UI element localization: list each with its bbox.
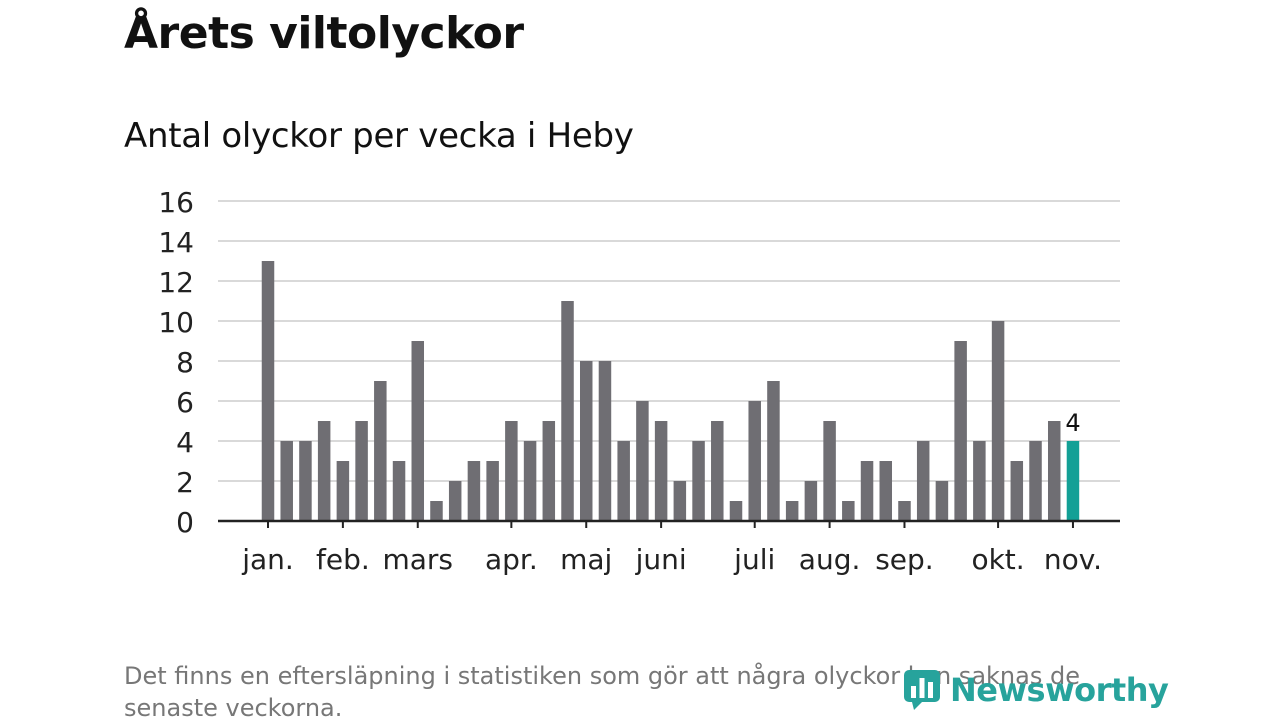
bar <box>879 461 893 521</box>
bar <box>711 421 724 521</box>
chart-title: Årets viltolyckor <box>124 8 524 59</box>
x-tick-label: aug. <box>799 543 861 576</box>
bar <box>374 381 387 521</box>
bar <box>299 441 312 521</box>
bar <box>748 401 761 521</box>
x-tick-label: juli <box>733 543 775 576</box>
bar <box>561 301 574 521</box>
bar <box>505 421 518 521</box>
bar <box>430 501 443 521</box>
bar <box>916 441 930 521</box>
bar <box>336 461 350 521</box>
bar <box>673 481 687 521</box>
bar <box>729 501 743 521</box>
bars <box>261 261 1080 521</box>
bar <box>954 341 967 521</box>
bar <box>654 421 668 521</box>
bar <box>317 421 331 521</box>
grid-lines <box>218 200 1120 482</box>
y-tick-label: 2 <box>176 466 194 499</box>
x-tick-label: feb. <box>316 543 370 576</box>
bar <box>392 461 406 521</box>
y-tick-label: 0 <box>176 506 194 539</box>
x-tick-label: juni <box>635 543 687 576</box>
bar <box>617 441 630 521</box>
x-tick-label: jan. <box>241 543 294 576</box>
newsworthy-logo-icon <box>904 670 940 710</box>
bar-highlight <box>1066 441 1080 521</box>
bar <box>280 441 293 521</box>
newsworthy-logo: Newsworthy <box>902 668 1169 712</box>
bar <box>467 461 481 521</box>
bar <box>823 421 836 521</box>
y-tick-label: 4 <box>176 426 194 459</box>
x-tick-label: apr. <box>485 543 538 576</box>
x-tick-label: maj <box>560 543 612 576</box>
bar <box>579 361 593 521</box>
x-tick-label: nov. <box>1044 543 1102 576</box>
x-tick-label: mars <box>382 543 453 576</box>
bar <box>411 341 425 521</box>
bar <box>1029 441 1042 521</box>
x-axis: jan. feb. mars apr. maj juni juli aug. sep. okt. n… <box>218 519 1120 576</box>
bar <box>804 481 818 521</box>
y-tick-label: 8 <box>176 346 194 379</box>
bar-chart: 0 2 4 6 8 10 12 14 16 jan. feb. mars apr. maj juni jul… <box>158 186 1120 576</box>
y-axis-ticks: 0 2 4 6 8 10 12 14 16 <box>158 186 194 539</box>
y-tick-label: 6 <box>176 386 194 419</box>
bar <box>486 461 499 521</box>
y-tick-label: 14 <box>158 226 194 259</box>
bar <box>1010 461 1024 521</box>
chart-subtitle: Antal olyckor per vecka i Heby <box>124 116 634 156</box>
bar <box>542 421 556 521</box>
x-tick-label: okt. <box>971 543 1024 576</box>
bar <box>991 321 1005 521</box>
bar <box>1047 421 1061 521</box>
bar <box>785 501 799 521</box>
bar <box>898 501 911 521</box>
bar <box>842 501 855 521</box>
y-tick-label: 16 <box>158 186 194 219</box>
bar <box>860 461 874 521</box>
bar <box>636 401 649 521</box>
data-labels: 4 <box>1065 409 1080 437</box>
bar <box>767 381 780 521</box>
y-tick-label: 12 <box>158 266 194 299</box>
y-tick-label: 10 <box>158 306 194 339</box>
logo-text: Newsworthy <box>950 671 1169 709</box>
bar <box>261 261 275 521</box>
bar <box>692 441 705 521</box>
bar <box>973 441 986 521</box>
bar <box>448 481 462 521</box>
bar <box>598 361 612 521</box>
bar <box>355 421 368 521</box>
x-tick-label: sep. <box>875 543 934 576</box>
highlight-value-label: 4 <box>1065 409 1080 437</box>
bar <box>523 441 537 521</box>
bar <box>935 481 949 521</box>
